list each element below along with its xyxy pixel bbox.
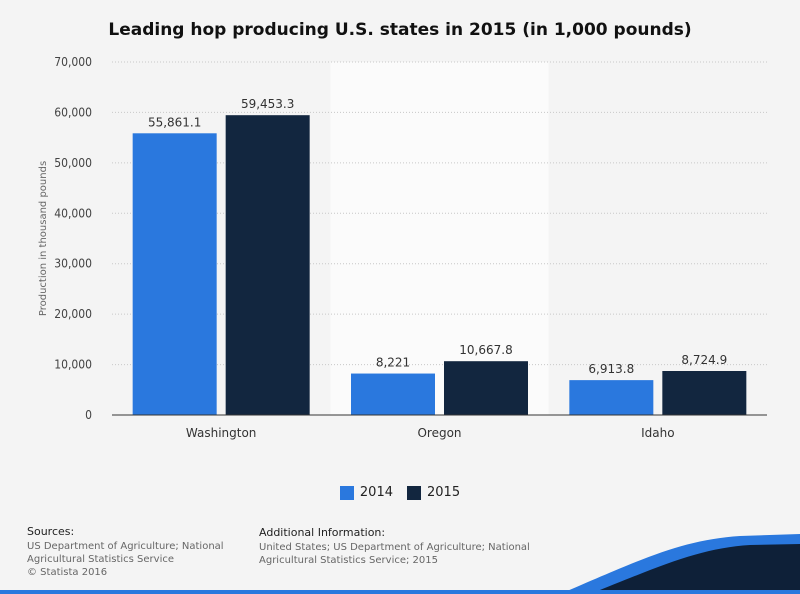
sources-text: US Department of Agriculture; National A…: [27, 541, 224, 565]
data-label-washington-2015: 59,453.3: [241, 97, 294, 111]
sources-block: Sources: US Department of Agriculture; N…: [27, 525, 257, 579]
legend-item-2014[interactable]: 2014: [339, 485, 393, 500]
x-tick-label-oregon: Oregon: [417, 426, 461, 440]
x-tick-label-idaho: Idaho: [641, 426, 674, 440]
data-label-washington-2014: 55,861.1: [148, 115, 201, 129]
x-tick-label-washington: Washington: [186, 426, 257, 440]
legend-swatch-2015: [407, 485, 421, 500]
y-axis-label: Production in thousand pounds: [38, 161, 49, 316]
copyright-text: © Statista 2016: [27, 567, 108, 578]
y-tick-label-0: 0: [85, 408, 92, 422]
data-label-idaho-2014: 6,913.8: [588, 362, 634, 376]
legend-swatch-2014: [339, 485, 354, 500]
y-tick-label-30000: 30,000: [54, 257, 92, 271]
bar-idaho-2014: [569, 380, 654, 415]
legend-label-2014: 2014: [359, 485, 393, 500]
data-label-oregon-2014: 8,221: [376, 356, 410, 370]
bar-oregon-2015: [444, 361, 528, 415]
bar-idaho-2015: [662, 371, 747, 415]
bar-washington-2015: [225, 115, 310, 416]
legend-item-2015[interactable]: 2015: [407, 485, 460, 500]
bar-oregon-2014: [351, 373, 435, 415]
bar-washington-2014: [132, 133, 217, 415]
y-tick-label-20000: 20,000: [54, 307, 92, 321]
additional-text: United States; US Department of Agricult…: [259, 542, 530, 566]
legend: 2014 2015: [0, 485, 800, 500]
y-tick-label-60000: 60,000: [54, 105, 92, 119]
legend-label-2015: 2015: [427, 485, 461, 500]
data-label-idaho-2015: 8,724.9: [681, 353, 727, 367]
additional-info-block: Additional Information: United States; U…: [259, 526, 559, 567]
y-tick-label-40000: 40,000: [54, 206, 92, 220]
data-label-oregon-2015: 10,667.8: [459, 343, 512, 357]
highlight-band: [330, 62, 549, 415]
y-tick-label-70000: 70,000: [54, 55, 92, 69]
sources-heading: Sources:: [27, 525, 75, 538]
chart-title: Leading hop producing U.S. states in 201…: [108, 20, 692, 40]
y-tick-label-50000: 50,000: [54, 156, 92, 170]
additional-heading: Additional Information:: [259, 526, 386, 539]
y-tick-label-10000: 10,000: [54, 358, 92, 372]
